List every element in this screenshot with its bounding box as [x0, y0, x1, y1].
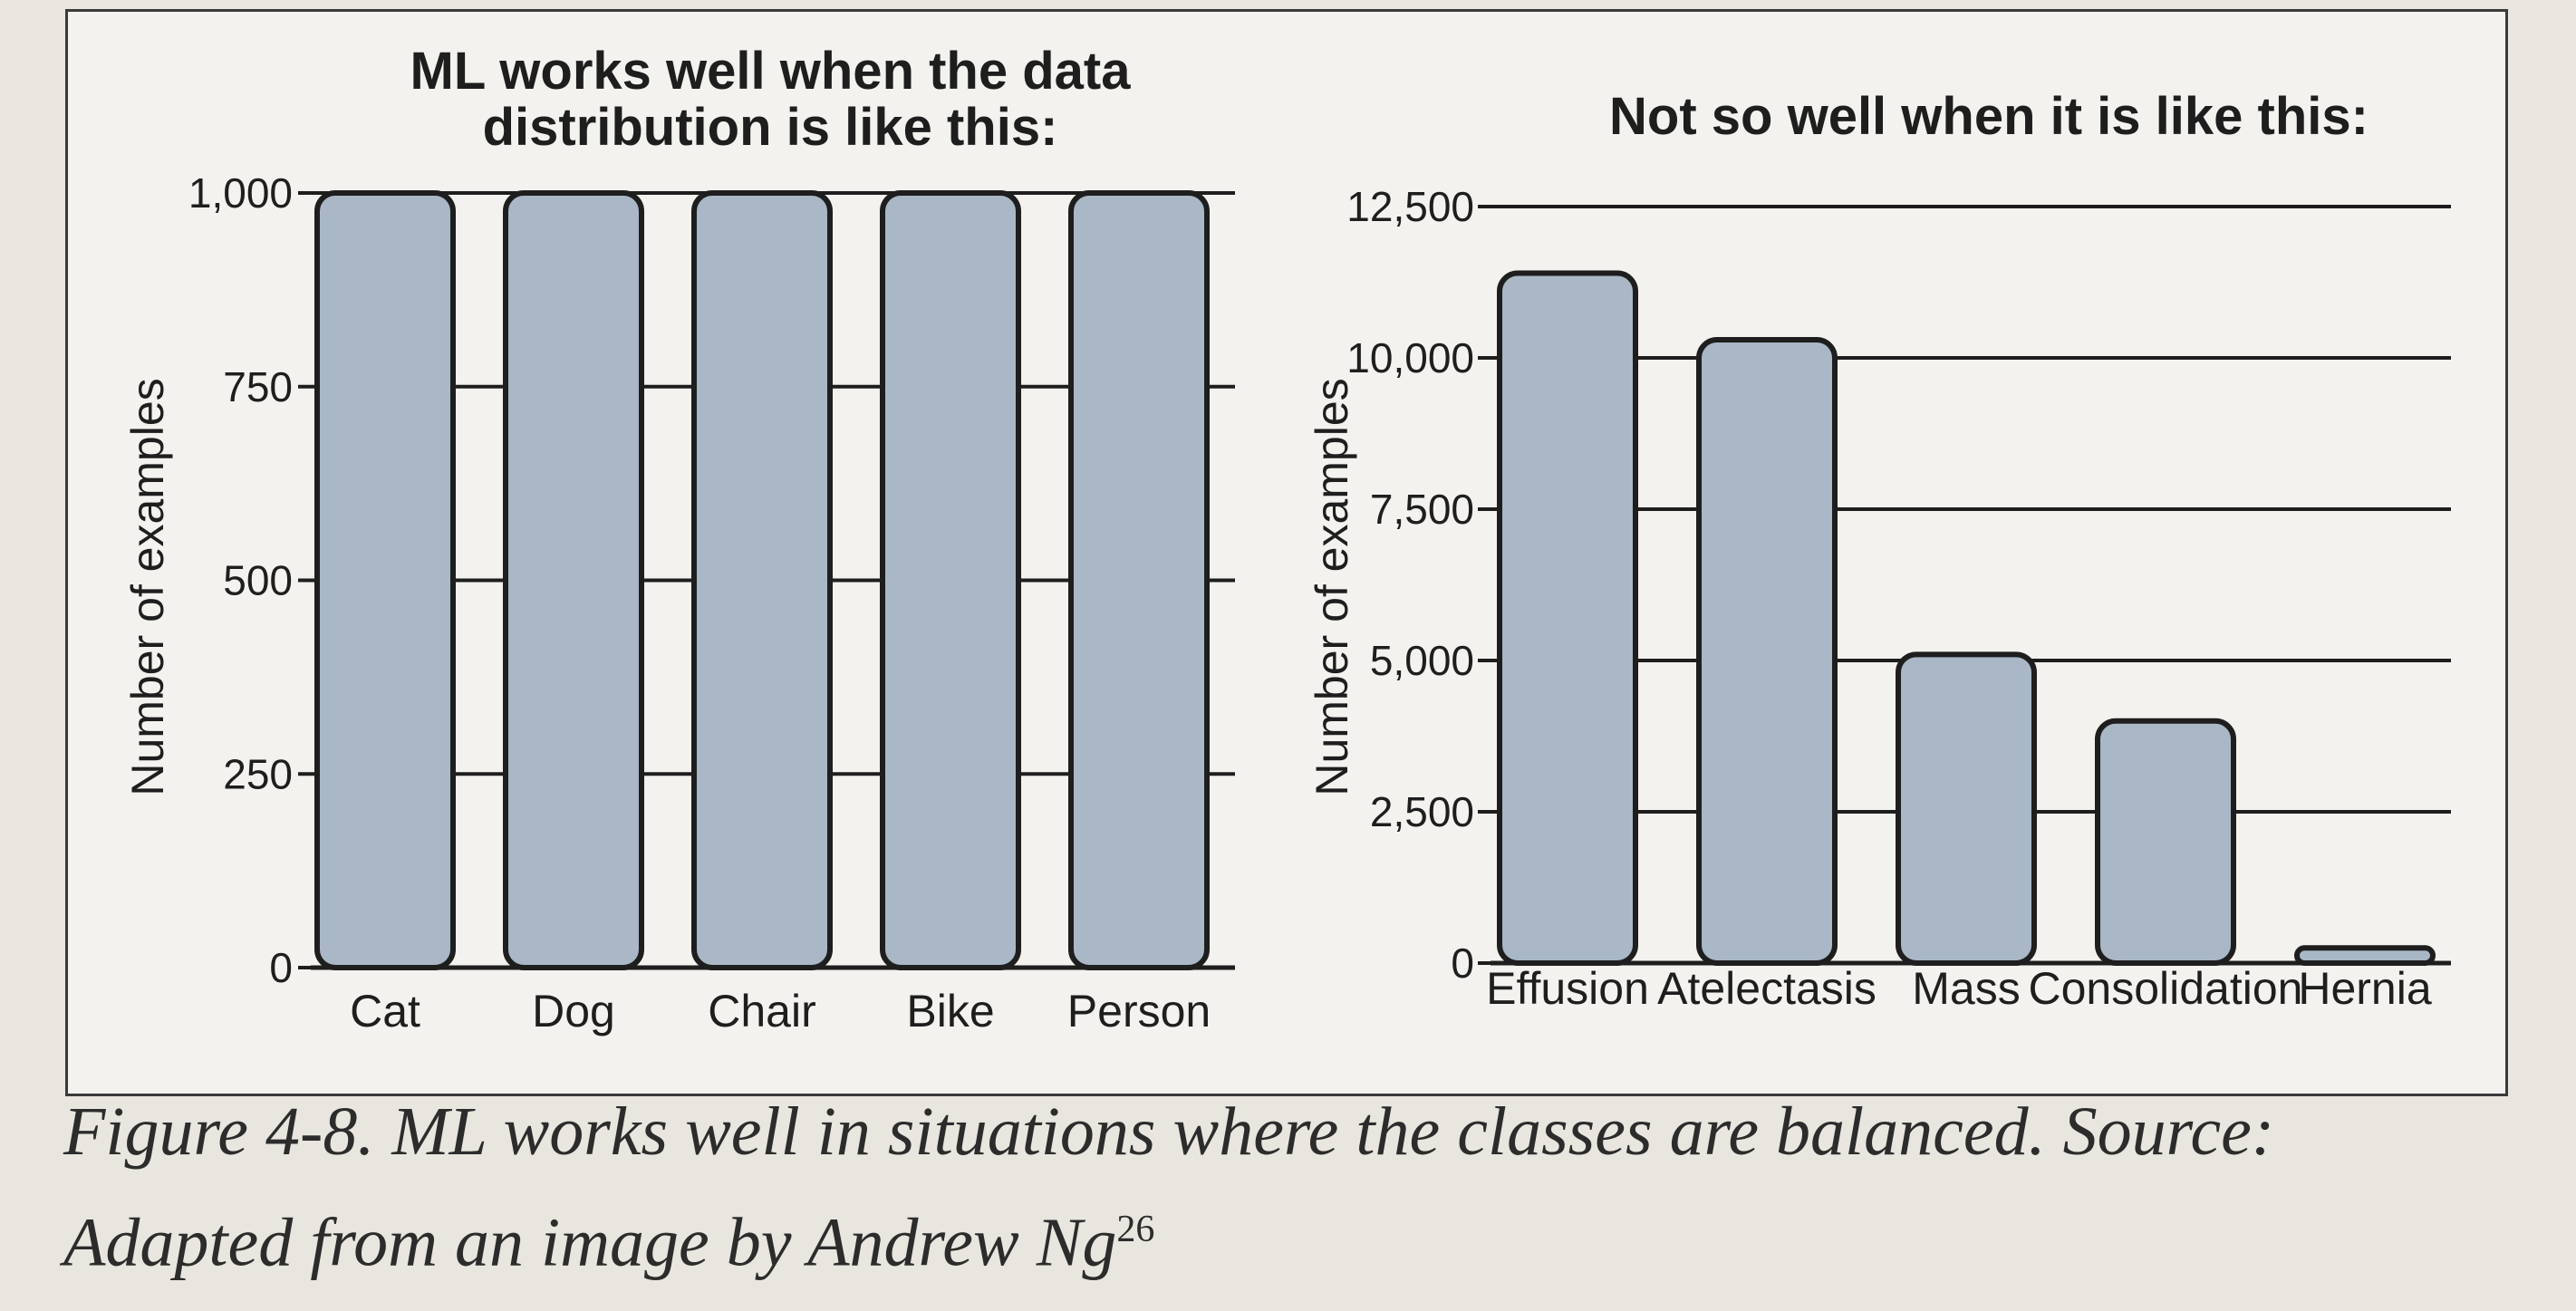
bar-0-person	[1068, 190, 1210, 970]
y-tick-label-1-5: 12,500	[1346, 183, 1474, 230]
figure-frame: 0 250 500 750 1,000 Cat Dog Chair Bike Person ML w…	[65, 9, 2508, 1096]
bar-1-consolidation	[2095, 718, 2236, 966]
figure-caption: Figure 4-8. ML works well in situations …	[63, 1083, 2510, 1291]
bar-1-mass	[1896, 651, 2037, 966]
bar-1-effusion	[1497, 270, 1638, 967]
y-axis-label-1: Number of examples	[1307, 378, 1357, 795]
chart-svg: 0 250 500 750 1,000 Cat Dog Chair Bike Person ML w…	[122, 42, 2451, 1036]
y-tick-label-1-4: 10,000	[1346, 334, 1474, 381]
y-tick-label-0-3: 750	[223, 363, 293, 410]
category-label-0-3: Bike	[906, 986, 994, 1036]
caption-text: Figure 4-8. ML works well in situations …	[63, 1094, 2275, 1281]
y-tick-label-0-1: 250	[223, 750, 293, 797]
y-tick-label-1-0: 0	[1451, 940, 1474, 987]
y-tick-label-0-2: 500	[223, 557, 293, 604]
bar-1-hernia	[2294, 945, 2436, 967]
y-tick-label-0-0: 0	[269, 944, 293, 991]
bar-0-bike	[880, 190, 1021, 970]
category-label-0-0: Cat	[350, 986, 420, 1036]
bar-0-dog	[503, 190, 644, 970]
category-label-0-4: Person	[1067, 986, 1211, 1036]
category-label-1-4: Hernia	[2298, 963, 2431, 1014]
y-tick-label-1-3: 7,500	[1370, 486, 1474, 533]
category-label-1-0: Effusion	[1486, 963, 1649, 1014]
chart-title-0-line-1: distribution is like this:	[483, 98, 1058, 157]
bar-0-cat	[314, 190, 456, 970]
category-label-1-2: Mass	[1912, 963, 2020, 1014]
chart-title-1-line-0: Not so well when it is like this:	[1609, 87, 2369, 146]
bar-1-atelectasis	[1696, 336, 1838, 966]
y-tick-label-1-2: 5,000	[1370, 637, 1474, 684]
y-axis-label-0: Number of examples	[122, 378, 173, 795]
category-label-0-1: Dog	[532, 986, 615, 1036]
category-label-1-1: Atelectasis	[1657, 963, 1877, 1014]
caption-footnote: 26	[1116, 1209, 1155, 1250]
y-tick-label-0-4: 1,000	[188, 169, 293, 217]
bar-0-chair	[691, 190, 833, 970]
category-label-0-2: Chair	[708, 986, 815, 1036]
chart-title-0-line-0: ML works well when the data	[410, 42, 1132, 101]
category-label-1-3: Consolidation	[2029, 963, 2303, 1014]
y-tick-label-1-1: 2,500	[1370, 788, 1474, 835]
